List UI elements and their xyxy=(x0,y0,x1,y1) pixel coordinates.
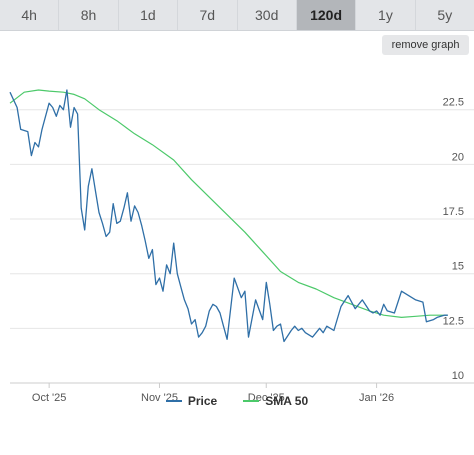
x-tick-label: Jan '26 xyxy=(359,392,394,404)
y-tick-label: 12.5 xyxy=(443,315,464,327)
tab-1y[interactable]: 1y xyxy=(356,0,416,30)
legend-swatch xyxy=(243,400,260,402)
tab-4h[interactable]: 4h xyxy=(0,0,60,30)
legend-swatch xyxy=(165,400,182,402)
tab-30d[interactable]: 30d xyxy=(238,0,297,30)
tab-7d[interactable]: 7d xyxy=(178,0,238,30)
sma50-series-line xyxy=(9,89,448,318)
timeframe-tabs: 4h 8h 1d 7d 30d 120d 1y 5y xyxy=(0,0,474,31)
y-tick-label: 10 xyxy=(452,370,464,382)
chart-legend: Price SMA 50 xyxy=(0,392,474,410)
legend-item-sma50[interactable]: SMA 50 xyxy=(243,394,308,408)
legend-label: Price xyxy=(187,394,218,408)
legend-item-price[interactable]: Price xyxy=(165,394,218,408)
y-tick-label: 20 xyxy=(452,151,464,163)
x-tick-label: Oct '25 xyxy=(32,392,67,404)
tab-8h[interactable]: 8h xyxy=(59,0,119,30)
legend-label: SMA 50 xyxy=(265,394,309,408)
price-series-line xyxy=(9,89,448,343)
tab-1d[interactable]: 1d xyxy=(119,0,179,30)
remove-graph-button[interactable]: remove graph xyxy=(382,35,469,55)
tab-5y[interactable]: 5y xyxy=(437,7,453,23)
y-tick-label: 22.5 xyxy=(443,97,464,109)
y-tick-label: 17.5 xyxy=(443,206,464,218)
y-tick-label: 15 xyxy=(452,261,464,273)
tab-120d[interactable]: 120d xyxy=(296,0,357,30)
